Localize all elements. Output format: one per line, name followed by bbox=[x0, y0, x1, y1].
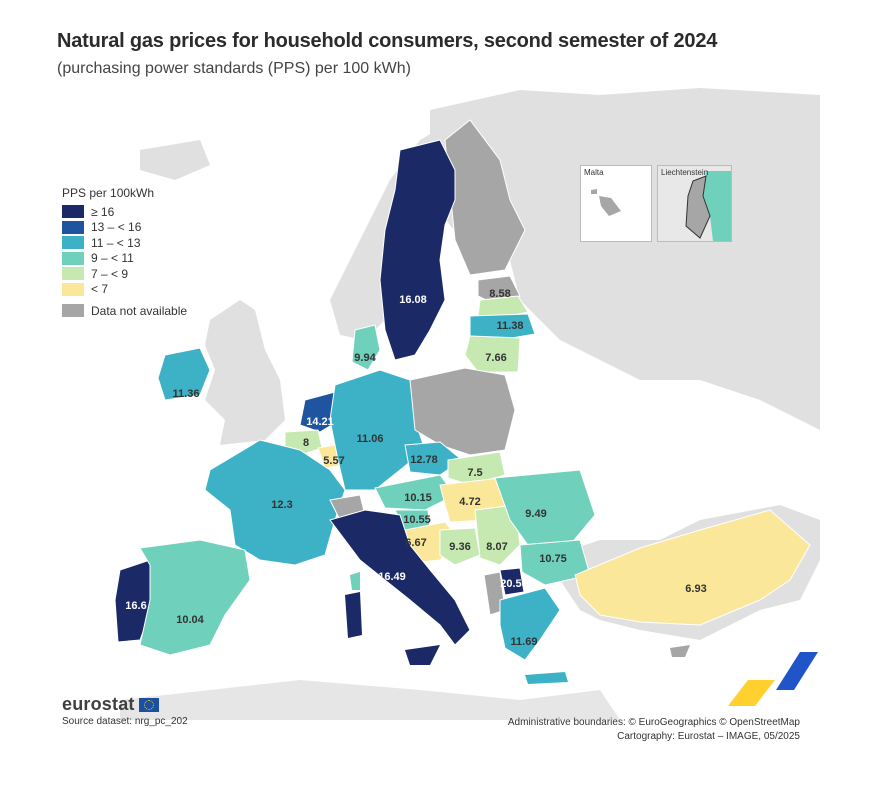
country-sweden bbox=[379, 139, 456, 361]
legend-swatch bbox=[62, 267, 84, 281]
label-bg: 10.75 bbox=[539, 553, 567, 565]
label-lv: 8.58 bbox=[489, 288, 510, 300]
label-be: 8 bbox=[303, 437, 309, 449]
legend-label-na: Data not available bbox=[91, 303, 188, 318]
label-rs: 8.07 bbox=[486, 541, 507, 553]
label-si: 10.55 bbox=[403, 514, 431, 526]
eurostat-logo: eurostat bbox=[62, 694, 159, 715]
context-iceland bbox=[140, 140, 210, 180]
value-labels: 16.08 8.58 11.38 7.66 9.94 11.36 14.21 8… bbox=[125, 288, 706, 648]
legend-item: 9 – < 11 bbox=[62, 251, 187, 267]
legend-item: < 7 bbox=[62, 282, 187, 298]
country-austria bbox=[374, 474, 456, 511]
legend-label: 11 – < 13 bbox=[91, 235, 141, 250]
legend-item: 13 – < 16 bbox=[62, 220, 187, 236]
label-hu: 4.72 bbox=[459, 496, 480, 508]
legend-swatch bbox=[62, 251, 84, 265]
legend-title: PPS per 100kWh bbox=[62, 186, 155, 200]
credits-boundaries: Administrative boundaries: © EuroGeograp… bbox=[507, 717, 800, 728]
label-cz: 12.78 bbox=[410, 454, 438, 466]
label-gr: 11.69 bbox=[511, 636, 538, 648]
legend-swatch bbox=[62, 205, 84, 219]
country-bosnia bbox=[439, 527, 481, 566]
inset-malta-label: Malta bbox=[584, 168, 604, 177]
country-corsica bbox=[350, 572, 360, 590]
logo-text: eurostat bbox=[62, 694, 135, 714]
country-lithuania bbox=[469, 313, 536, 341]
country-north-macedonia bbox=[499, 567, 525, 596]
label-se: 16.08 bbox=[399, 294, 427, 306]
label-lt: 11.38 bbox=[497, 320, 524, 332]
country-italy bbox=[329, 509, 471, 646]
source-note: Source dataset: nrg_pc_202 bbox=[62, 716, 188, 727]
label-ba: 9.36 bbox=[449, 541, 470, 553]
label-tr: 6.93 bbox=[685, 583, 706, 595]
eurostat-corner-mark bbox=[728, 652, 818, 706]
label-fr: 12.3 bbox=[271, 499, 292, 511]
label-de: 11.06 bbox=[357, 433, 384, 445]
inset-liechtenstein-label: Liechtenstein bbox=[661, 168, 709, 177]
legend-label: 7 – < 9 bbox=[91, 266, 129, 281]
liechtenstein-shape bbox=[685, 171, 731, 241]
country-sicily bbox=[405, 645, 440, 665]
context-uk bbox=[205, 300, 285, 445]
label-pt: 16.6 bbox=[125, 600, 146, 612]
legend-label: 13 – < 16 bbox=[91, 220, 142, 235]
legend: PPS per 100kWh ≥ 16 13 – < 16 11 – < 13 9 –… bbox=[62, 186, 187, 319]
label-es: 10.04 bbox=[176, 614, 204, 626]
credits-cartography: Cartography: Eurostat – IMAGE, 05/2025 bbox=[617, 731, 800, 742]
label-nl: 14.21 bbox=[306, 416, 334, 428]
label-lt2: 7.66 bbox=[485, 352, 506, 364]
country-ireland bbox=[157, 347, 211, 401]
country-greece bbox=[499, 587, 561, 661]
map-title: Natural gas prices for household consume… bbox=[57, 30, 718, 52]
country-france bbox=[204, 439, 346, 566]
legend-label: ≥ 16 bbox=[91, 204, 115, 219]
label-lu: 5.57 bbox=[323, 455, 344, 467]
label-ro: 9.49 bbox=[525, 508, 546, 520]
map-subtitle: (purchasing power standards (PPS) per 10… bbox=[57, 60, 411, 77]
credits: Administrative boundaries: © EuroGeograp… bbox=[508, 716, 800, 744]
country-cyprus bbox=[670, 645, 690, 657]
country-denmark bbox=[351, 324, 381, 371]
label-ie: 11.36 bbox=[173, 388, 200, 400]
legend-swatch bbox=[62, 282, 84, 296]
legend-item: 7 – < 9 bbox=[62, 266, 187, 282]
label-hr: 6.67 bbox=[405, 537, 426, 549]
inset-liechtenstein: Liechtenstein bbox=[657, 165, 732, 242]
legend-rows: ≥ 16 13 – < 16 11 – < 13 9 – < 11 7 – < 9 < 7 bbox=[62, 204, 187, 297]
country-belarus-ish bbox=[464, 335, 521, 373]
country-sardinia bbox=[345, 592, 362, 638]
legend-item-na: Data not available bbox=[62, 303, 187, 319]
inset-malta: Malta bbox=[580, 165, 652, 242]
country-crete bbox=[525, 672, 568, 684]
legend-label: 9 – < 11 bbox=[91, 251, 134, 266]
label-sk: 7.5 bbox=[467, 467, 482, 479]
legend-swatch bbox=[62, 220, 84, 234]
legend-label: < 7 bbox=[91, 282, 109, 297]
label-mk: 20.53 bbox=[500, 578, 528, 590]
legend-item: 11 – < 13 bbox=[62, 235, 187, 251]
country-turkey bbox=[574, 509, 811, 626]
country-germany bbox=[329, 369, 426, 491]
country-bulgaria bbox=[519, 539, 591, 586]
context-africa bbox=[120, 680, 620, 720]
country-poland bbox=[409, 367, 516, 456]
country-finland bbox=[444, 119, 526, 276]
label-at: 10.15 bbox=[404, 492, 432, 504]
eu-flag-icon bbox=[138, 697, 159, 712]
legend-swatch-na bbox=[62, 304, 84, 318]
malta-shape bbox=[591, 189, 621, 216]
legend-item: ≥ 16 bbox=[62, 204, 187, 220]
label-it: 16.49 bbox=[378, 571, 406, 583]
country-spain bbox=[139, 539, 251, 656]
legend-swatch bbox=[62, 236, 84, 250]
label-dk: 9.94 bbox=[354, 352, 376, 364]
